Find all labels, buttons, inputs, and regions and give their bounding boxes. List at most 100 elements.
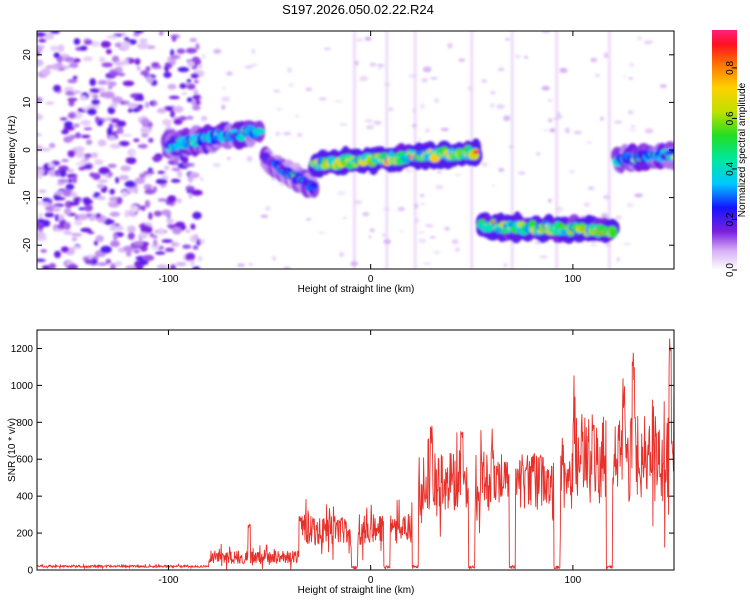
spectrogram-noise-blob <box>59 169 67 178</box>
spectrogram-noise-blob <box>192 266 201 269</box>
spectrogram-noise-blob <box>130 205 139 213</box>
spectrogram-noise-blob <box>99 56 106 63</box>
spectrogram-noise-blob <box>121 190 128 198</box>
spectrogram-noise-blob <box>175 262 187 267</box>
spectrogram-noise-blob <box>140 118 150 126</box>
spectrogram-noise-blob <box>189 38 198 42</box>
spectrogram-noise-blob <box>149 232 155 238</box>
spectrogram-noise-blob <box>397 206 405 212</box>
spectrogram-noise-blob <box>157 198 168 202</box>
spectrogram-noise-blob <box>124 210 130 218</box>
spectrogram-noise-blob <box>564 127 570 134</box>
spectrogram-noise-blob <box>73 196 81 203</box>
spectrogram-noise-blob <box>44 212 55 218</box>
spectrogram-noise-blob <box>283 266 291 269</box>
spectrogram-noise-blob <box>164 165 170 171</box>
snr-series-line <box>37 338 674 570</box>
spectrogram-noise-blob <box>124 180 136 188</box>
spectrogram-noise-blob <box>71 237 78 242</box>
spectrogram-noise-blob <box>114 61 126 66</box>
spectrogram-noise-blob <box>166 213 171 219</box>
spectrogram-noise-blob <box>601 213 608 219</box>
spectrogram-noise-blob <box>57 179 69 183</box>
spectrogram-noise-blob <box>440 127 449 132</box>
spectrogram-noise-blob <box>64 121 73 129</box>
spectrogram-noise-blob <box>186 115 194 120</box>
y-tick-label: -20 <box>22 238 33 253</box>
spectrogram-noise-blob <box>524 55 528 59</box>
spectrogram-noise-blob <box>120 41 131 49</box>
spectrogram-noise-blob <box>454 173 462 177</box>
spectrogram-noise-blob <box>295 114 299 118</box>
spectrogram-noise-blob <box>156 107 167 114</box>
spectrogram-noise-blob <box>171 167 181 172</box>
spectrogram-noise-blob <box>114 225 124 231</box>
spectrogram-noise-blob <box>305 218 312 221</box>
spectrogram-noise-blob <box>98 166 110 175</box>
spectrogram-noise-blob <box>165 218 175 223</box>
spectrogram-noise-blob <box>166 224 176 228</box>
spectrogram-noise-blob <box>276 108 283 111</box>
spectrogram-noise-blob <box>120 165 132 172</box>
colorbar-label: Normalized spectral amplitude <box>737 82 748 217</box>
spectrogram-noise-blob <box>418 138 423 142</box>
spectrogram-noise-blob <box>44 33 55 40</box>
snr-frame <box>36 329 675 571</box>
spectrogram-noise-blob <box>136 104 144 109</box>
spectrogram-noise-blob <box>539 255 548 259</box>
spectrogram-noise-blob <box>541 31 551 34</box>
spectrogram-noise-blob <box>288 83 294 88</box>
spectrogram-noise-blob <box>91 99 100 106</box>
spectrogram-noise-blob <box>37 200 43 206</box>
spectrogram-noise-blob <box>191 56 201 64</box>
spectrogram-noise-blob <box>58 214 64 221</box>
spectrogram-noise-blob <box>137 93 144 101</box>
spectrogram-noise-blob <box>187 61 195 68</box>
spectrogram-noise-blob <box>166 195 177 203</box>
spectrogram-noise-blob <box>186 83 196 90</box>
spectrogram-noise-blob <box>549 128 556 133</box>
spectrogram-noise-blob <box>260 214 269 218</box>
spectrogram-noise-blob <box>48 162 55 168</box>
spectrogram-noise-blob <box>72 75 78 80</box>
spectrogram-noise-blob <box>629 63 635 67</box>
x-tick-label: -100 <box>158 575 178 586</box>
spectrogram-noise-blob <box>163 71 172 78</box>
spectrogram-noise-blob <box>175 221 185 227</box>
spectrogram-noise-blob <box>542 129 551 132</box>
spectrogram-noise-blob <box>637 36 643 40</box>
spectrogram-noise-blob <box>59 117 68 121</box>
spectrogram-noise-blob <box>226 157 231 160</box>
colorbar-tick-label: 0.6 <box>725 111 736 125</box>
spectrogram-streak <box>510 31 514 269</box>
spectrogram-noise-blob <box>49 142 56 149</box>
snr-y-label: SNR (10 * v/v) <box>7 418 18 482</box>
spectrogram-x-label: Height of straight line (km) <box>298 284 415 295</box>
spectrogram-noise-blob <box>590 241 598 247</box>
spectrogram-band-peak <box>671 155 674 160</box>
spectrogram-noise-blob <box>272 256 277 261</box>
spectrogram-noise-blob <box>106 218 111 226</box>
spectrogram-noise-blob <box>67 78 78 84</box>
spectrogram-noise-blob <box>447 42 453 49</box>
spectrogram-noise-blob <box>183 156 189 164</box>
spectrogram-noise-blob <box>73 38 81 45</box>
spectrogram-noise-blob <box>626 202 634 208</box>
spectrogram-noise-blob <box>57 44 65 53</box>
spectrogram-noise-blob <box>112 55 120 63</box>
spectrogram-noise-blob <box>491 184 496 187</box>
spectrogram-noise-blob <box>77 213 89 221</box>
spectrogram-noise-blob <box>134 58 141 66</box>
spectrogram-noise-blob <box>323 47 332 51</box>
spectrogram-noise-blob <box>193 79 199 84</box>
spectrogram-noise-blob <box>148 137 154 143</box>
spectrogram-noise-blob <box>192 105 201 111</box>
spectrogram-noise-blob <box>498 168 505 172</box>
spectrogram-noise-blob <box>213 49 222 54</box>
spectrogram-noise-blob <box>116 196 123 205</box>
spectrogram-noise-blob <box>147 76 154 84</box>
spectrogram-noise-blob <box>54 214 60 222</box>
colorbar-gradient <box>712 30 737 270</box>
spectrogram-noise-blob <box>49 31 60 34</box>
spectrogram-noise-blob <box>430 77 438 80</box>
